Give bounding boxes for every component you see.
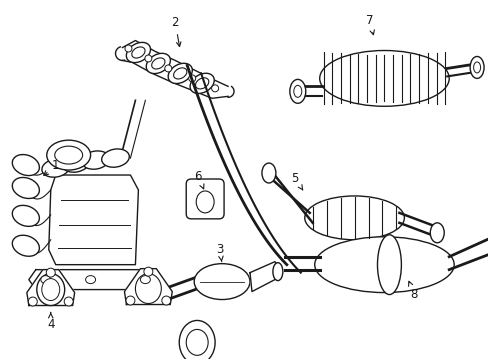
Ellipse shape <box>41 279 60 301</box>
Ellipse shape <box>12 177 40 198</box>
Ellipse shape <box>173 68 186 79</box>
Ellipse shape <box>126 296 135 305</box>
Ellipse shape <box>377 235 401 294</box>
Text: 8: 8 <box>407 282 417 301</box>
Text: 3: 3 <box>216 243 224 262</box>
Text: 2: 2 <box>171 16 181 46</box>
Ellipse shape <box>190 73 214 94</box>
Ellipse shape <box>168 63 192 84</box>
Ellipse shape <box>140 276 150 284</box>
Text: 7: 7 <box>365 14 374 35</box>
Ellipse shape <box>37 274 64 306</box>
Ellipse shape <box>262 163 275 183</box>
Polygon shape <box>249 262 279 292</box>
Polygon shape <box>29 270 160 289</box>
Ellipse shape <box>188 75 195 82</box>
FancyBboxPatch shape <box>186 179 224 219</box>
Ellipse shape <box>164 65 171 72</box>
Text: 1: 1 <box>44 158 60 175</box>
Ellipse shape <box>143 267 153 276</box>
Ellipse shape <box>41 276 51 284</box>
Ellipse shape <box>12 235 40 256</box>
Ellipse shape <box>46 268 55 277</box>
Text: 5: 5 <box>290 171 302 190</box>
Ellipse shape <box>272 263 282 280</box>
Ellipse shape <box>144 55 152 62</box>
Ellipse shape <box>42 159 69 177</box>
Ellipse shape <box>429 223 443 243</box>
Ellipse shape <box>28 297 37 306</box>
Ellipse shape <box>293 85 301 97</box>
Ellipse shape <box>81 151 109 169</box>
Ellipse shape <box>469 57 483 78</box>
Ellipse shape <box>211 85 218 92</box>
Ellipse shape <box>85 276 95 284</box>
Ellipse shape <box>304 196 404 240</box>
Ellipse shape <box>196 191 214 213</box>
Ellipse shape <box>135 274 161 303</box>
Text: 4: 4 <box>47 312 54 331</box>
Ellipse shape <box>195 78 208 89</box>
Ellipse shape <box>319 50 448 106</box>
Polygon shape <box>49 175 138 265</box>
Ellipse shape <box>47 140 90 170</box>
Ellipse shape <box>186 329 208 355</box>
Text: 6: 6 <box>194 170 203 189</box>
Ellipse shape <box>64 297 73 306</box>
Ellipse shape <box>12 205 40 226</box>
Ellipse shape <box>146 53 170 73</box>
Ellipse shape <box>151 58 164 69</box>
Polygon shape <box>124 269 172 305</box>
Ellipse shape <box>126 42 150 63</box>
Ellipse shape <box>102 149 129 167</box>
Ellipse shape <box>289 80 305 103</box>
Ellipse shape <box>179 320 215 360</box>
Ellipse shape <box>125 45 132 52</box>
Ellipse shape <box>12 154 40 176</box>
Ellipse shape <box>473 62 480 73</box>
Ellipse shape <box>61 154 89 172</box>
Ellipse shape <box>55 146 82 164</box>
Ellipse shape <box>314 237 453 293</box>
Ellipse shape <box>162 296 170 305</box>
Ellipse shape <box>131 47 145 58</box>
Polygon shape <box>27 270 75 306</box>
Ellipse shape <box>194 264 249 300</box>
